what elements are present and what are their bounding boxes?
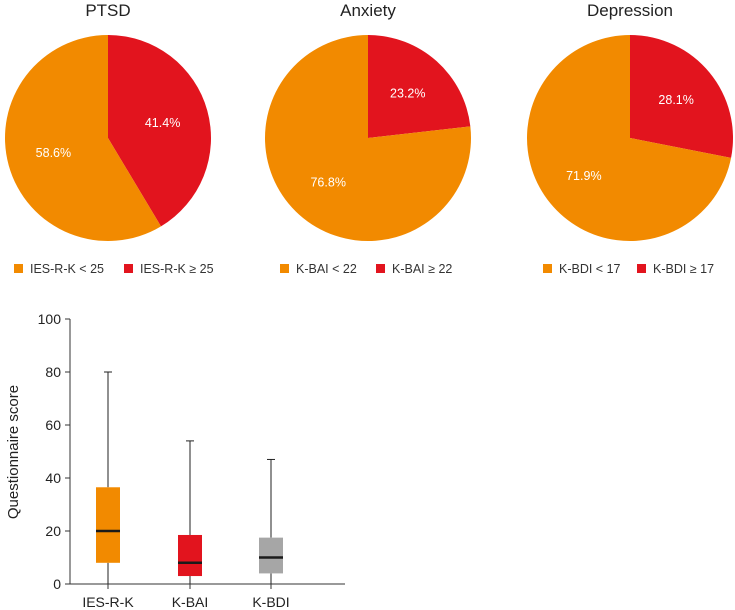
legend-label-ies-low: IES-R-K < 25 [30,262,104,276]
pie-slices-anxiety: 23.2% 76.8% [265,35,472,241]
legend-label-bai-high: K-BAI ≥ 22 [392,262,452,276]
box-iqr [259,537,283,574]
legend-depression: K-BDI < 17 K-BDI ≥ 17 [543,262,714,276]
pie-chart-ptsd: PTSD 41.4% 58.6% IES-R-K < 25 IES-R-K ≥ 2… [4,1,214,276]
pie-slice-label: 28.1% [658,93,693,107]
legend-swatch-orange [543,264,552,273]
pie-slices-ptsd: 41.4% 58.6% [4,35,211,241]
x-tick-label: K-BDI [252,594,289,610]
pie-title-anxiety: Anxiety [340,1,396,20]
legend-swatch-orange [280,264,289,273]
pie-slice-label: 23.2% [390,86,425,100]
legend-swatch-orange [14,264,23,273]
box-k-bdi [259,458,283,584]
box-plot-axes: 0 20 40 60 80 100 IES-R-K K-BAI K-BDI [38,311,345,610]
pie-slice [265,35,472,241]
legend-anxiety: K-BAI < 22 K-BAI ≥ 22 [280,262,452,276]
box-k-bai [178,440,202,584]
pie-slice-label: 76.8% [310,176,345,190]
pie-slice [527,35,732,241]
y-tick-label: 60 [45,417,61,433]
pie-slice [108,35,211,227]
legend-swatch-red [376,264,385,273]
pie-slices-depression: 28.1% 71.9% [527,35,733,241]
pie-slice-label: 71.9% [566,169,601,183]
legend-swatch-red [124,264,133,273]
box-iqr [96,487,120,563]
box-plot: Questionnaire score 0 20 40 60 80 100 IES-R-K K… [5,311,345,610]
pie-slice-label: 41.4% [145,116,180,130]
pie-slice [630,35,733,158]
box-iqr [178,534,202,577]
x-tick-label: IES-R-K [82,594,134,610]
y-axis-title: Questionnaire score [5,385,22,519]
pie-title-ptsd: PTSD [85,1,130,20]
legend-label-bai-low: K-BAI < 22 [296,262,357,276]
pie-slice-label: 58.6% [36,146,71,160]
pie-slice [368,35,471,138]
pie-slice [4,35,161,241]
legend-ptsd: IES-R-K < 25 IES-R-K ≥ 25 [14,262,214,276]
y-tick-label: 40 [45,470,61,486]
legend-label-bdi-high: K-BDI ≥ 17 [653,262,714,276]
pie-title-depression: Depression [587,1,673,20]
y-tick-label: 20 [45,523,61,539]
pie-chart-anxiety: Anxiety 23.2% 76.8% K-BAI < 22 K-BAI ≥ 22 [265,1,472,276]
box-ies-r-k [96,371,120,584]
x-tick-label: K-BAI [172,594,209,610]
legend-label-bdi-low: K-BDI < 17 [559,262,621,276]
y-tick-label: 0 [53,576,61,592]
box-plot-marks [96,371,283,584]
y-tick-label: 80 [45,364,61,380]
legend-label-ies-high: IES-R-K ≥ 25 [140,262,214,276]
y-tick-label: 100 [38,311,62,327]
pie-chart-depression: Depression 28.1% 71.9% K-BDI < 17 K-BDI ≥… [527,1,733,276]
legend-swatch-red [637,264,646,273]
